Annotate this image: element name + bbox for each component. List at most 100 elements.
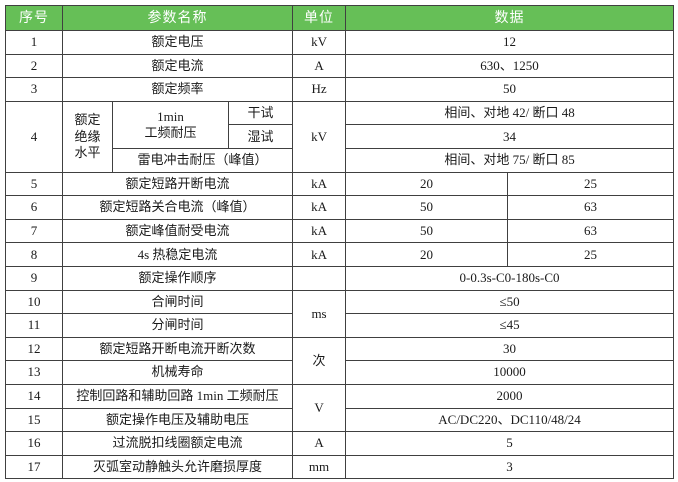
cell-no: 16	[5, 431, 63, 456]
cell-unit: V	[292, 383, 347, 433]
table-row: 1 额定电压 kV 12	[5, 30, 675, 55]
cell-unit: 次	[292, 336, 347, 385]
header-data: 数据	[345, 5, 675, 31]
cell-unit: kV	[292, 100, 347, 173]
table-row: 7 额定峰值耐受电流 kA 50 63	[5, 218, 675, 244]
cell-power-freq-withstand: 1min 工频耐压	[112, 100, 229, 149]
table-row-insulation-dry: 4 额定 绝缘 水平 1min 工频耐压 干试 kV 相间、对地 42/ 断口 …	[5, 100, 675, 173]
cell-no: 5	[5, 171, 63, 197]
cell-data-right: 25	[507, 171, 675, 197]
table-row: 3 额定频率 Hz 50	[5, 77, 675, 102]
cell-param: 4s 热稳定电流	[61, 242, 294, 267]
cell-param: 额定电流	[61, 53, 294, 79]
spec-table-container: 序号 参数名称 单位 数据 1 额定电压 kV 12 2 额定电流 A 630、…	[5, 5, 675, 480]
cell-param: 额定短路开断电流	[61, 171, 294, 197]
cell-unit: kA	[292, 218, 347, 244]
cell-param: 过流脱扣线圈额定电流	[61, 431, 294, 456]
cell-data: 12	[345, 30, 675, 55]
spec-table: 序号 参数名称 单位 数据 1 额定电压 kV 12 2 额定电流 A 630、…	[5, 5, 675, 480]
table-row: 8 4s 热稳定电流 kA 20 25	[5, 242, 675, 267]
cell-lightning-impulse: 雷电冲击耐压（峰值）	[111, 147, 294, 173]
table-row: 6 额定短路关合电流（峰值） kA 50 63	[5, 195, 675, 220]
cell-unit: mm	[292, 454, 347, 480]
table-row-insulation-lightning: 雷电冲击耐压（峰值） 相间、对地 75/ 断口 85	[6, 147, 675, 173]
cell-param: 控制回路和辅助回路 1min 工频耐压	[61, 383, 294, 409]
cell-no: 9	[5, 265, 63, 291]
cell-data: 相间、对地 42/ 断口 48	[345, 100, 675, 126]
cell-no: 10	[5, 289, 63, 315]
cell-param: 额定峰值耐受电流	[61, 218, 294, 244]
cell-no: 4	[5, 100, 63, 173]
cell-no: 1	[5, 30, 63, 55]
cell-param: 额定短路开断电流开断次数	[61, 336, 294, 362]
cell-param: 合闸时间	[61, 289, 294, 315]
cell-data: 0-0.3s-C0-180s-C0	[345, 265, 675, 291]
cell-unit: ms	[292, 289, 347, 338]
cell-data-left: 50	[345, 195, 509, 220]
table-row: 12 额定短路开断电流开断次数 次 30	[5, 336, 675, 385]
table-row: 13 机械寿命 10000	[5, 360, 675, 385]
cell-param: 分闸时间	[61, 313, 294, 338]
cell-unit: kV	[292, 30, 347, 55]
cell-data: 10000	[345, 360, 675, 385]
cell-no: 17	[5, 454, 63, 480]
cell-data: ≤50	[345, 289, 675, 315]
cell-data: 630、1250	[345, 53, 675, 79]
cell-no: 13	[5, 360, 63, 385]
cell-no: 2	[5, 53, 63, 79]
table-row: 15 额定操作电压及辅助电压 AC/DC220、DC110/48/24	[5, 407, 675, 433]
cell-data: 30	[345, 336, 675, 362]
cell-data: 50	[345, 77, 675, 102]
cell-unit: Hz	[292, 77, 347, 102]
cell-no: 3	[5, 77, 63, 102]
table-row: 11 分闸时间 ≤45	[5, 313, 675, 338]
cell-data-right: 63	[507, 195, 675, 220]
table-row: 16 过流脱扣线圈额定电流 A 5	[5, 431, 675, 456]
header-row: 序号 参数名称 单位 数据	[5, 5, 675, 31]
cell-unit: kA	[292, 171, 347, 197]
cell-unit: kA	[292, 195, 347, 220]
cell-no: 11	[5, 313, 63, 338]
table-row: 2 额定电流 A 630、1250	[5, 53, 675, 79]
cell-param: 灭弧室动静触头允许磨损厚度	[61, 454, 294, 480]
cell-no: 8	[5, 242, 63, 267]
cell-no: 14	[5, 383, 63, 409]
table-row: 10 合闸时间 ms ≤50	[5, 289, 675, 338]
cell-no: 15	[5, 407, 63, 433]
cell-no: 12	[5, 336, 63, 362]
cell-unit: A	[292, 431, 347, 456]
cell-unit: A	[292, 53, 347, 79]
header-param: 参数名称	[61, 5, 294, 31]
cell-unit: kA	[292, 242, 347, 267]
cell-wet-test: 湿试	[227, 124, 294, 149]
cell-param: 额定操作电压及辅助电压	[61, 407, 294, 433]
header-no: 序号	[5, 5, 63, 31]
cell-data: ≤45	[345, 313, 675, 338]
cell-data: 5	[345, 431, 675, 456]
cell-data: AC/DC220、DC110/48/24	[345, 407, 675, 433]
cell-param: 额定操作顺序	[61, 265, 294, 291]
table-row: 14 控制回路和辅助回路 1min 工频耐压 V 2000	[5, 383, 675, 433]
cell-data-left: 20	[345, 171, 509, 197]
cell-unit	[292, 265, 347, 291]
table-row: 5 额定短路开断电流 kA 20 25	[5, 171, 675, 197]
cell-param: 额定电压	[61, 30, 294, 55]
cell-param: 额定短路关合电流（峰值）	[61, 195, 294, 220]
cell-insulation-level: 额定 绝缘 水平	[62, 100, 113, 173]
cell-data-left: 50	[345, 218, 509, 244]
table-row: 9 额定操作顺序 0-0.3s-C0-180s-C0	[5, 265, 675, 291]
cell-data-left: 20	[345, 242, 509, 267]
cell-dry-test: 干试	[227, 100, 294, 126]
cell-data: 相间、对地 75/ 断口 85	[345, 147, 675, 173]
table-row-insulation-wet: 湿试 34	[6, 124, 675, 149]
cell-no: 7	[5, 218, 63, 244]
cell-data: 3	[345, 454, 675, 480]
cell-param: 机械寿命	[61, 360, 294, 385]
cell-data: 2000	[345, 383, 675, 409]
table-row: 17 灭弧室动静触头允许磨损厚度 mm 3	[5, 454, 675, 480]
cell-data-right: 25	[507, 242, 675, 267]
cell-param: 额定频率	[61, 77, 294, 102]
header-unit: 单位	[292, 5, 347, 31]
cell-data-right: 63	[507, 218, 675, 244]
cell-data: 34	[345, 124, 675, 149]
